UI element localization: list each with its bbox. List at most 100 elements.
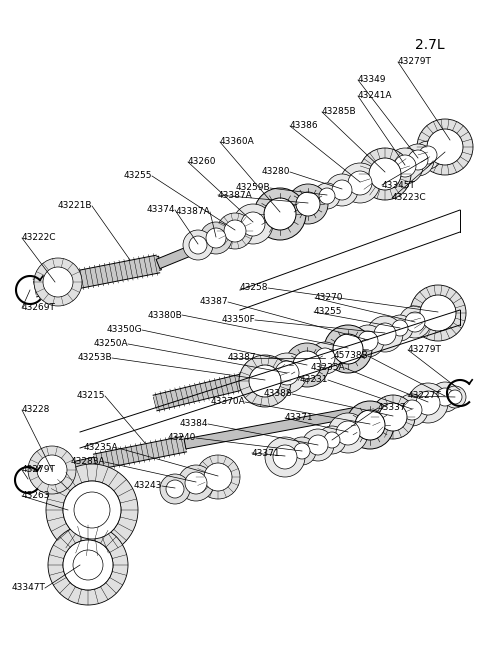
Circle shape <box>34 258 82 306</box>
Text: 43215: 43215 <box>76 392 105 400</box>
Circle shape <box>402 144 434 176</box>
Polygon shape <box>34 256 161 295</box>
Text: 43285B: 43285B <box>322 107 357 117</box>
Circle shape <box>217 213 253 249</box>
Text: 43270: 43270 <box>315 293 344 303</box>
Text: 43228: 43228 <box>22 405 50 415</box>
Text: 43279T: 43279T <box>398 58 432 67</box>
Circle shape <box>399 306 431 338</box>
Text: 43283A: 43283A <box>71 457 105 466</box>
Text: 43258: 43258 <box>240 284 268 293</box>
Text: 43235A: 43235A <box>84 443 118 453</box>
Circle shape <box>296 192 320 216</box>
Circle shape <box>430 382 460 412</box>
Circle shape <box>394 155 416 177</box>
Polygon shape <box>94 436 187 470</box>
Polygon shape <box>153 358 310 411</box>
Text: 43263: 43263 <box>22 491 50 500</box>
Text: 43371: 43371 <box>252 449 281 457</box>
Text: 43223C: 43223C <box>392 193 427 202</box>
Circle shape <box>249 365 281 397</box>
Circle shape <box>420 295 456 331</box>
Circle shape <box>46 464 138 556</box>
Circle shape <box>254 188 306 240</box>
Text: 43269T: 43269T <box>22 303 56 312</box>
Circle shape <box>324 325 372 373</box>
Circle shape <box>416 391 440 415</box>
Circle shape <box>178 465 214 501</box>
Circle shape <box>267 353 307 393</box>
Text: 43240: 43240 <box>168 434 196 443</box>
Circle shape <box>63 481 121 539</box>
Circle shape <box>332 180 352 200</box>
Circle shape <box>396 394 428 426</box>
Text: 43231: 43231 <box>300 375 328 384</box>
Text: 43387A: 43387A <box>218 191 253 200</box>
Text: 43337: 43337 <box>378 403 407 413</box>
Circle shape <box>419 146 437 164</box>
Text: 43387: 43387 <box>199 297 228 307</box>
Circle shape <box>405 312 425 332</box>
Circle shape <box>408 383 448 423</box>
Circle shape <box>326 174 358 206</box>
Circle shape <box>309 342 341 374</box>
Circle shape <box>239 355 291 407</box>
Text: 43243: 43243 <box>133 481 162 491</box>
Circle shape <box>28 446 76 494</box>
Circle shape <box>275 361 299 385</box>
Text: 43345T: 43345T <box>382 181 416 189</box>
Circle shape <box>315 348 335 368</box>
Circle shape <box>369 158 401 190</box>
Text: 43349: 43349 <box>358 75 386 84</box>
Circle shape <box>43 267 73 297</box>
Text: 43370A: 43370A <box>210 398 245 407</box>
Circle shape <box>185 472 207 494</box>
Circle shape <box>444 386 466 408</box>
Text: 43350G: 43350G <box>107 326 142 335</box>
Circle shape <box>293 351 321 379</box>
Text: 43386: 43386 <box>290 121 319 130</box>
Circle shape <box>288 184 328 224</box>
Text: 43380B: 43380B <box>147 310 182 320</box>
Circle shape <box>160 474 190 504</box>
Text: 43250A: 43250A <box>94 339 128 348</box>
Circle shape <box>374 323 396 345</box>
Circle shape <box>355 410 385 440</box>
Circle shape <box>224 220 246 242</box>
Circle shape <box>206 228 226 248</box>
Circle shape <box>265 437 305 477</box>
Text: 43350F: 43350F <box>221 316 255 324</box>
Circle shape <box>402 400 422 420</box>
Circle shape <box>408 150 428 170</box>
Circle shape <box>319 188 335 204</box>
Circle shape <box>302 429 334 461</box>
Text: 43253B: 43253B <box>77 354 112 362</box>
Circle shape <box>183 230 213 260</box>
Circle shape <box>367 316 403 352</box>
Circle shape <box>273 445 297 469</box>
Circle shape <box>333 334 363 364</box>
Circle shape <box>63 540 113 590</box>
Text: 43280: 43280 <box>262 168 290 176</box>
Circle shape <box>340 163 380 203</box>
Circle shape <box>308 435 328 455</box>
Circle shape <box>233 204 273 244</box>
Circle shape <box>204 463 232 491</box>
Text: 43360A: 43360A <box>220 138 255 147</box>
Text: 43388: 43388 <box>264 390 292 398</box>
Text: 43241A: 43241A <box>358 92 393 100</box>
Text: 43259B: 43259B <box>235 183 270 193</box>
Circle shape <box>314 183 340 209</box>
Text: 43384: 43384 <box>180 419 208 428</box>
Text: 43279T: 43279T <box>408 345 442 354</box>
Text: 43222C: 43222C <box>22 233 57 242</box>
Polygon shape <box>156 138 457 269</box>
Circle shape <box>352 325 384 357</box>
Polygon shape <box>306 303 457 371</box>
Polygon shape <box>94 438 186 468</box>
Text: 43255: 43255 <box>314 307 343 316</box>
Circle shape <box>436 388 454 406</box>
Circle shape <box>196 455 240 499</box>
Circle shape <box>448 390 462 404</box>
Circle shape <box>241 212 265 236</box>
